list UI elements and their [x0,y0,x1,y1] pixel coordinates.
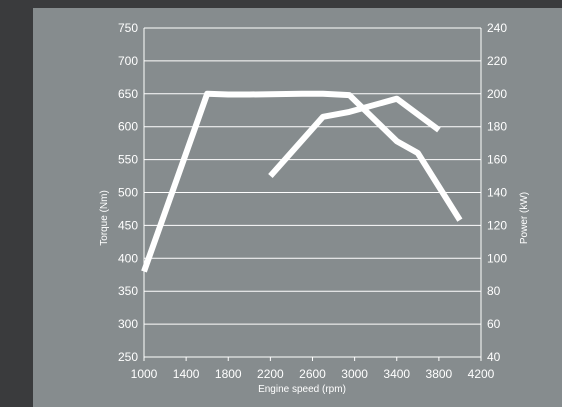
x-tick-label: 3000 [341,367,368,381]
left-tick-label: 550 [118,153,138,167]
x-tick-label: 3800 [426,367,453,381]
left-axis-title: Torque (Nm) [99,190,110,246]
right-tick-label: 240 [487,21,507,35]
right-tick-label: 100 [487,251,507,265]
x-axis-title: Engine speed (rpm) [258,384,346,395]
x-tick-label: 2600 [299,367,326,381]
left-tick-label: 700 [118,54,138,68]
x-tick-label: 1000 [131,367,158,381]
left-tick-label: 350 [118,284,138,298]
left-tick-label: 400 [118,251,138,265]
torque-line [141,90,463,273]
chart: 250 300 350 400 450 500 550 600 650 700 750 40 60 80… [99,21,530,395]
right-tick-label: 160 [487,153,507,167]
x-tick-label: 3400 [383,367,410,381]
right-tick-label: 180 [487,120,507,134]
right-tick-label: 120 [487,218,507,232]
right-tick-label: 200 [487,87,507,101]
x-tick-label: 1800 [215,367,242,381]
chart-panel: 250 300 350 400 450 500 550 600 650 700 750 40 60 80… [33,8,562,407]
left-tick-label: 300 [118,317,138,331]
left-tick-label: 450 [118,218,138,232]
right-tick-label: 80 [487,284,501,298]
right-tick-label: 220 [487,54,507,68]
left-tick-label: 750 [118,21,138,35]
left-tick-label: 650 [118,87,138,101]
right-tick-label: 40 [487,350,501,364]
x-tick-label: 1400 [173,367,200,381]
x-tick-label: 4200 [468,367,495,381]
right-tick-label: 60 [487,317,501,331]
left-tick-label: 600 [118,120,138,134]
left-tick-label: 500 [118,186,138,200]
left-tick-label: 250 [118,350,138,364]
power-line [268,95,441,178]
x-tick-label: 2200 [257,367,284,381]
right-tick-label: 140 [487,186,507,200]
right-axis-title: Power (kW) [519,192,530,244]
